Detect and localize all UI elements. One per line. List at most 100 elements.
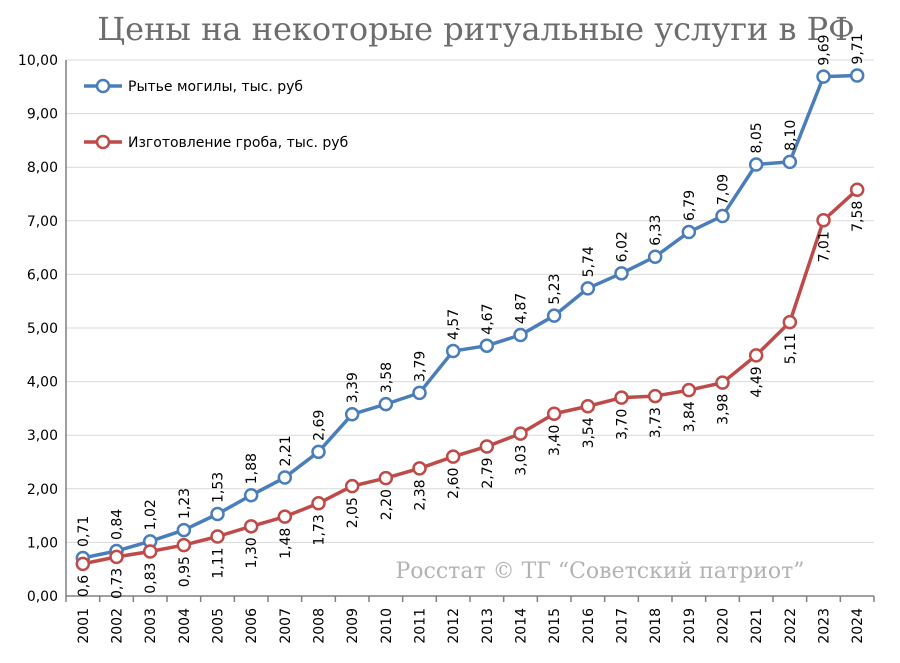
data-label: 7,09	[716, 174, 732, 205]
data-label: 2,21	[278, 435, 294, 466]
x-tick-label: 2016	[581, 608, 597, 644]
x-tick-label: 2022	[783, 608, 799, 644]
x-tick-label: 2003	[143, 608, 159, 644]
data-point	[748, 157, 764, 172]
data-point	[210, 529, 225, 544]
data-point	[546, 308, 562, 323]
x-tick-label: 2017	[615, 608, 631, 644]
data-point	[75, 556, 91, 572]
y-tick-label: 2,00	[27, 482, 58, 498]
data-label: 3,79	[413, 351, 429, 382]
data-point	[647, 249, 663, 264]
x-tick-label: 2013	[480, 608, 496, 644]
data-label: 1,02	[143, 499, 159, 530]
data-label: 2,05	[345, 497, 361, 528]
data-point	[243, 487, 259, 503]
data-point	[614, 266, 629, 281]
data-label: 8,10	[783, 120, 799, 151]
data-point	[311, 444, 326, 460]
data-label: 4,57	[446, 309, 462, 340]
data-label: 9,69	[817, 34, 833, 65]
data-point	[176, 537, 192, 553]
x-tick-label: 2011	[413, 608, 429, 644]
x-tick-label: 2020	[716, 608, 732, 644]
y-tick-label: 9,00	[27, 107, 58, 123]
data-point	[782, 154, 798, 170]
data-label: 2,38	[413, 479, 429, 510]
y-tick-label: 0,00	[27, 589, 58, 605]
y-tick-label: 7,00	[27, 214, 58, 230]
x-tick-label: 2019	[682, 608, 698, 644]
legend-label: Изготовление гроба, тыс. руб	[128, 135, 348, 151]
data-point	[681, 224, 697, 240]
data-point	[176, 522, 192, 538]
axes	[65, 60, 875, 602]
data-label: 6,33	[648, 215, 664, 246]
data-point	[277, 509, 293, 524]
y-tick-label: 3,00	[27, 428, 58, 444]
data-label: 3,73	[648, 407, 664, 438]
legend-label: Рытье могилы, тыс. руб	[128, 79, 303, 95]
data-point	[412, 461, 427, 476]
data-label: 5,11	[783, 333, 799, 364]
data-point	[378, 470, 394, 486]
data-point	[445, 343, 461, 359]
data-label: 0,95	[177, 556, 193, 587]
data-point	[513, 426, 528, 441]
data-point	[378, 396, 394, 412]
data-point	[142, 544, 158, 559]
data-label: 2,69	[312, 410, 328, 441]
data-point	[445, 449, 461, 464]
data-point	[715, 375, 730, 390]
x-tick-label: 2015	[547, 608, 563, 644]
x-tick-label: 2018	[648, 608, 664, 644]
legend: Рытье могилы, тыс. руб Изготовление гроба…	[84, 78, 348, 151]
x-tick-label: 2021	[749, 608, 765, 644]
data-point	[647, 388, 663, 404]
data-point	[748, 348, 764, 363]
data-point	[513, 327, 528, 343]
data-point	[580, 281, 596, 296]
data-point	[109, 549, 124, 565]
x-tick-label: 2005	[211, 608, 227, 644]
data-point	[243, 519, 259, 534]
x-tick-label: 2002	[110, 608, 126, 644]
data-label: 7,58	[850, 201, 866, 232]
x-tick-label: 2012	[446, 608, 462, 644]
data-label: 2,79	[480, 457, 496, 488]
data-point	[816, 213, 831, 228]
data-label: 4,67	[480, 304, 496, 335]
x-tick-label: 2023	[817, 608, 833, 644]
x-tick-label: 2007	[278, 608, 294, 644]
series-line-2	[82, 188, 859, 566]
data-point	[412, 385, 427, 401]
data-point	[816, 69, 831, 84]
x-tick-label: 2004	[177, 608, 193, 644]
data-point	[479, 338, 495, 353]
data-label: 1,11	[211, 548, 227, 579]
data-label: 1,53	[211, 472, 227, 503]
x-tick-label: 2014	[514, 608, 530, 644]
data-point	[614, 390, 629, 405]
data-label: 0,71	[76, 516, 92, 547]
x-tick-label: 2006	[244, 608, 260, 644]
x-tick-label: 2010	[379, 608, 395, 644]
y-tick-label: 8,00	[27, 160, 58, 176]
data-point	[849, 182, 865, 197]
data-label: 3,54	[581, 417, 597, 448]
data-label: 6,02	[615, 231, 631, 262]
data-label: 3,39	[345, 372, 361, 403]
data-label: 2,60	[446, 468, 462, 499]
data-point	[210, 506, 225, 522]
data-label: 3,40	[547, 425, 563, 456]
x-tick-label: 2001	[76, 608, 92, 644]
data-point	[277, 470, 293, 485]
x-tick-label: 2008	[312, 608, 328, 644]
data-label: 8,05	[749, 122, 765, 153]
data-point	[782, 314, 798, 330]
x-axis-tick-labels: 2001 2002 2003 2004 2005 2006 2007 2008 2009 2010…	[76, 608, 866, 644]
chart-title: Цены на некоторые ритуальные услуги в РФ	[97, 10, 854, 48]
data-label: 3,98	[716, 394, 732, 425]
x-tick-label: 2024	[850, 608, 866, 644]
